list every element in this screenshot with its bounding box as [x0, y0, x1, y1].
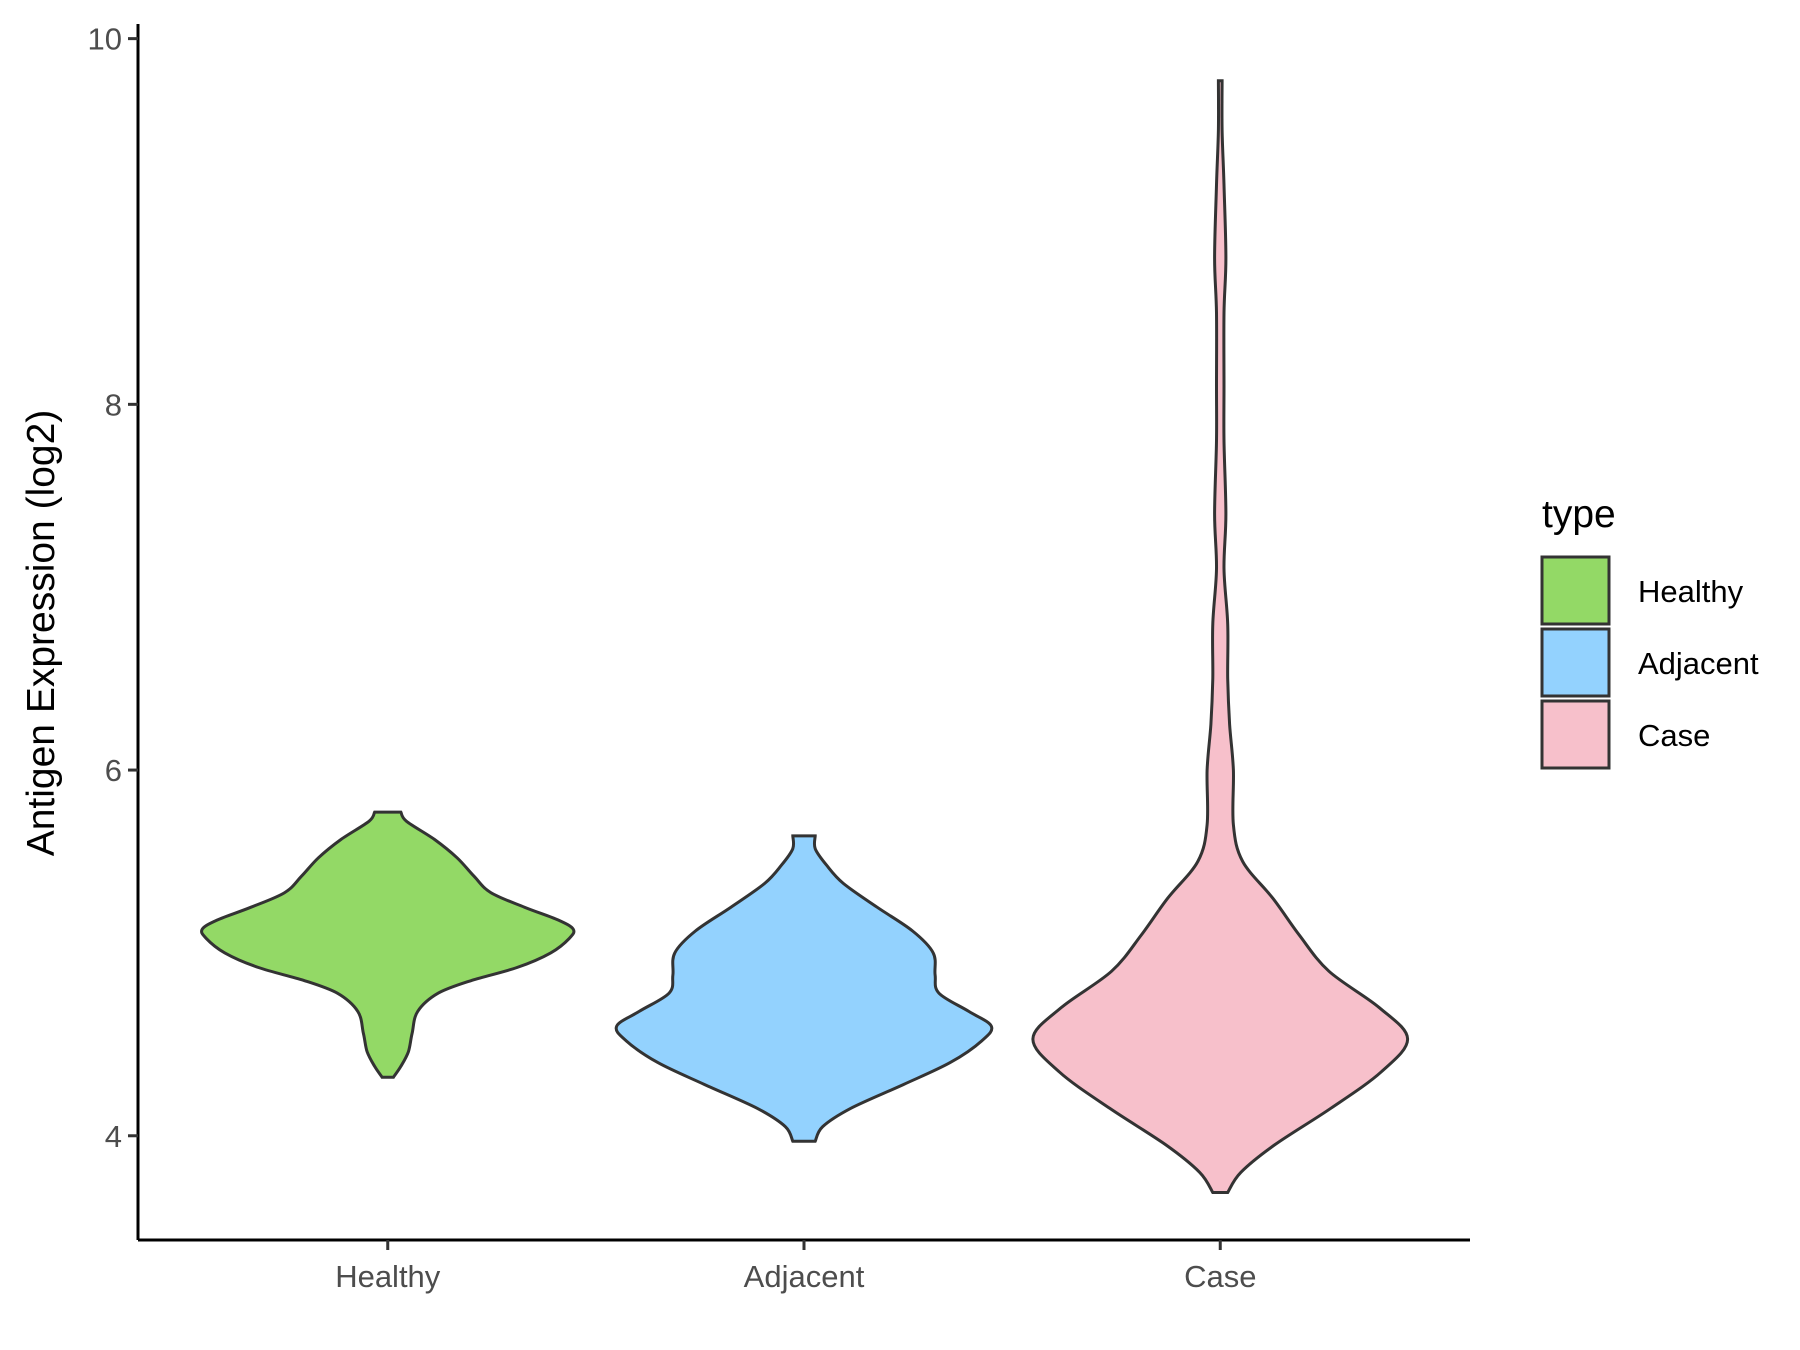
x-axis: Healthy Adjacent Case — [138, 1238, 1470, 1294]
y-axis: 4 6 8 10 — [88, 22, 140, 1240]
legend-key-case — [1540, 699, 1611, 770]
legend: type Healthy Adjacent Case — [1540, 493, 1759, 770]
violin-healthy — [200, 810, 576, 1079]
x-tick-label-healthy: Healthy — [335, 1259, 441, 1294]
y-tick-label-10: 10 — [88, 22, 122, 57]
legend-label-healthy: Healthy — [1638, 574, 1744, 609]
legend-label-adjacent: Adjacent — [1638, 646, 1759, 681]
legend-title: type — [1542, 493, 1616, 536]
violin-adjacent — [614, 834, 994, 1143]
violin-layer — [200, 79, 1410, 1194]
y-tick-label-6: 6 — [105, 753, 122, 788]
legend-key-adjacent — [1540, 627, 1611, 698]
violin-case — [1031, 79, 1410, 1194]
legend-label-case: Case — [1638, 718, 1710, 753]
y-axis-title: Antigen Expression (log2) — [20, 410, 63, 857]
x-tick-label-adjacent: Adjacent — [744, 1259, 865, 1294]
y-tick-label-4: 4 — [105, 1119, 122, 1154]
legend-key-healthy — [1540, 555, 1611, 626]
x-tick-label-case: Case — [1184, 1259, 1256, 1294]
y-tick-label-8: 8 — [105, 387, 122, 422]
